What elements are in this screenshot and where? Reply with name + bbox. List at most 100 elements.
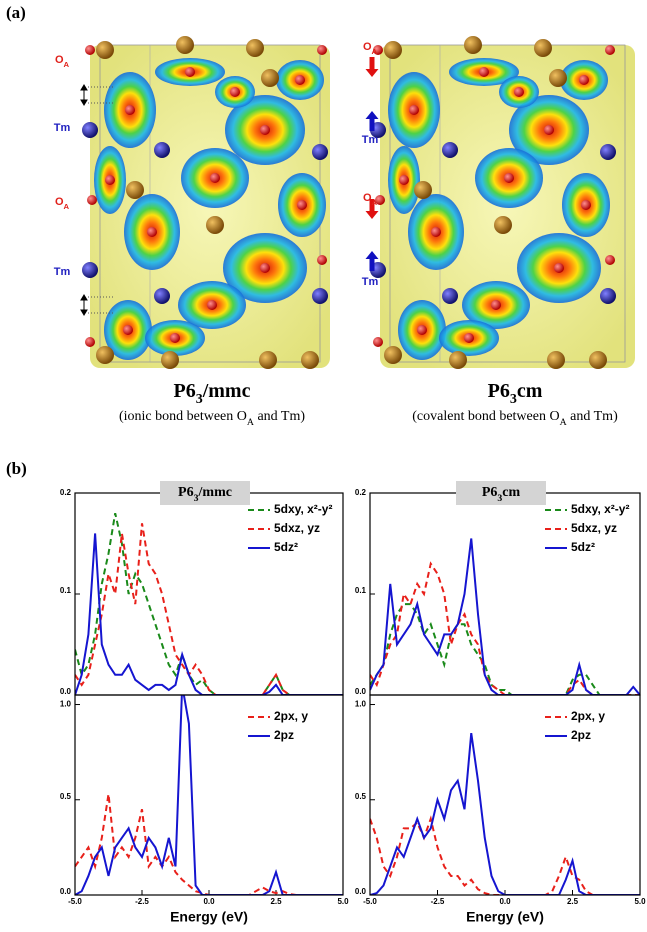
oxygen-atom (297, 200, 307, 210)
atom-label: Tm (54, 122, 71, 134)
text-part: A (64, 60, 70, 69)
y-tick-label: 0.0 (60, 687, 72, 696)
chart-title: P63/mmc (178, 485, 232, 504)
oxygen-atom (260, 263, 270, 273)
oxygen-atom (605, 45, 615, 55)
y-tick-label: 0.0 (355, 687, 367, 696)
oxygen-atom (373, 45, 383, 55)
x-tick-label: 0.0 (499, 897, 511, 906)
shift-arrow (365, 199, 379, 219)
tm-atom (82, 122, 98, 138)
tm-atom (312, 288, 328, 304)
brown-atom (259, 351, 277, 369)
legend-label: 5dz² (571, 540, 595, 554)
atom-label: Tm (362, 276, 379, 288)
dos-line (370, 732, 640, 895)
oxygen-atom (417, 325, 427, 335)
brown-atom (589, 351, 607, 369)
y-tick-label: 0.0 (60, 887, 72, 896)
title-box (456, 481, 546, 505)
atom-label: Tm (54, 266, 71, 278)
dos-panel: 0.0 0.1 0.2 P63/mmc 5dxy, x²-y² 5dxz, yz 5dz² (60, 481, 344, 696)
dos-line (75, 533, 343, 695)
text-part: (covalent bond between O (412, 409, 559, 424)
title-box (160, 481, 250, 505)
crystal (82, 36, 330, 369)
double-arrow (80, 84, 88, 106)
y-tick-label: 1.0 (60, 700, 72, 709)
oxygen-atom (373, 337, 383, 347)
oxygen-atom (504, 173, 514, 183)
x-tick-label: 5.0 (634, 897, 646, 906)
legend-label: 2px, y (274, 709, 308, 723)
y-tick-label: 0.5 (60, 792, 72, 801)
oxygen-atom (317, 255, 327, 265)
crystal (370, 36, 635, 369)
x-tick-label: 2.5 (270, 897, 282, 906)
y-tick-label: 0.2 (355, 488, 367, 497)
dos-line (75, 523, 343, 695)
oxygen-atom (105, 175, 115, 185)
shift-arrow (365, 111, 379, 131)
legend-label: 5dxz, yz (274, 521, 320, 535)
brown-atom (206, 216, 224, 234)
brown-atom (261, 69, 279, 87)
oxygen-atom (554, 263, 564, 273)
text-part: and Tm) (254, 409, 305, 424)
text-part: P6 (174, 380, 196, 402)
dos-line (75, 695, 343, 895)
x-tick-label: 2.5 (567, 897, 579, 906)
oxygen-atom (605, 255, 615, 265)
y-tick-label: 0.2 (60, 488, 72, 497)
x-tick-label: -2.5 (135, 897, 149, 906)
dos-line (370, 603, 640, 695)
dos-line (75, 793, 343, 895)
oxygen-atom (85, 337, 95, 347)
x-axis-label: Energy (eV) (466, 909, 544, 925)
oxygen-atom (85, 45, 95, 55)
text-part: /mmc (202, 380, 251, 402)
text-part: cm (517, 380, 543, 402)
oxygen-atom (581, 200, 591, 210)
brown-atom (96, 346, 114, 364)
unit-cell (389, 44, 626, 363)
brown-atom (384, 41, 402, 59)
y-tick-label: 0.1 (355, 586, 367, 595)
brown-atom (534, 39, 552, 57)
structure-name: P63/mmc (174, 380, 251, 407)
text-part: 3 (194, 493, 199, 504)
structure-name: P63cm (488, 380, 543, 407)
legend-label: 2pz (571, 728, 591, 742)
dos-line (75, 512, 343, 695)
tm-atom (442, 142, 458, 158)
tm-atom (82, 262, 98, 278)
text-part: A (372, 47, 378, 56)
text-part: A (560, 417, 567, 428)
atom-label: OA (55, 196, 70, 211)
oxygen-atom (295, 75, 305, 85)
text-part: O (55, 196, 64, 208)
text-part: P6 (178, 485, 194, 500)
oxygen-atom (491, 300, 501, 310)
text-part: (ionic bond between O (119, 409, 247, 424)
text-part: 3 (196, 392, 203, 407)
text-part: 3 (497, 493, 502, 504)
oxygen-atom (260, 125, 270, 135)
oxygen-atom (479, 67, 489, 77)
oxygen-atom (207, 300, 217, 310)
structure-caption: (covalent bond between OA and Tm) (412, 409, 618, 428)
brown-atom (384, 346, 402, 364)
tm-atom (312, 144, 328, 160)
oxygen-atom (464, 333, 474, 343)
x-axis-label: Energy (eV) (170, 909, 248, 925)
atom-label: OA (55, 54, 70, 69)
plot-frame (369, 694, 641, 896)
x-tick-label: 5.0 (337, 897, 349, 906)
x-tick-label: -5.0 (68, 897, 82, 906)
brown-atom (246, 39, 264, 57)
tm-atom (154, 142, 170, 158)
tm-atom (600, 144, 616, 160)
